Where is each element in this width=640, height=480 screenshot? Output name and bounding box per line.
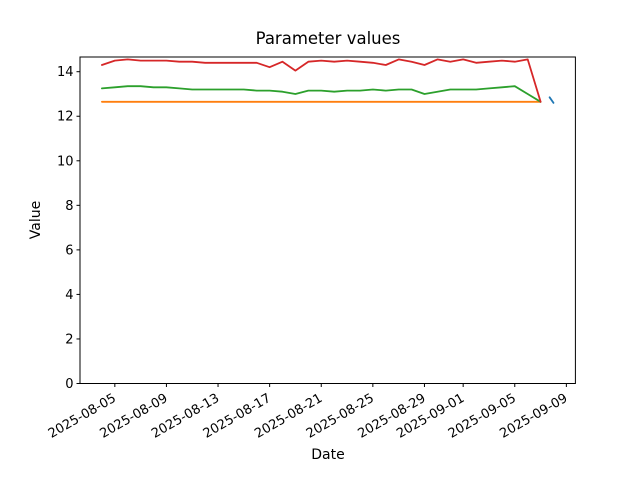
chart-title: Parameter values bbox=[255, 29, 401, 48]
y-tick-label: 0 bbox=[65, 377, 73, 392]
y-tick-label: 8 bbox=[65, 199, 73, 214]
y-tick-label: 12 bbox=[57, 110, 74, 125]
y-tick-label: 6 bbox=[65, 243, 73, 258]
plot-area-border bbox=[79, 56, 576, 384]
y-tick-label: 2 bbox=[65, 332, 73, 347]
y-axis-label: Value bbox=[28, 200, 44, 240]
series-red-line bbox=[101, 58, 542, 103]
y-tick-label: 14 bbox=[57, 65, 74, 80]
x-axis-label: Date bbox=[311, 447, 345, 463]
y-tick-label: 4 bbox=[65, 288, 73, 303]
series-blue-line bbox=[548, 96, 555, 104]
series-green-line bbox=[101, 85, 542, 103]
y-tick-label: 10 bbox=[57, 154, 74, 169]
